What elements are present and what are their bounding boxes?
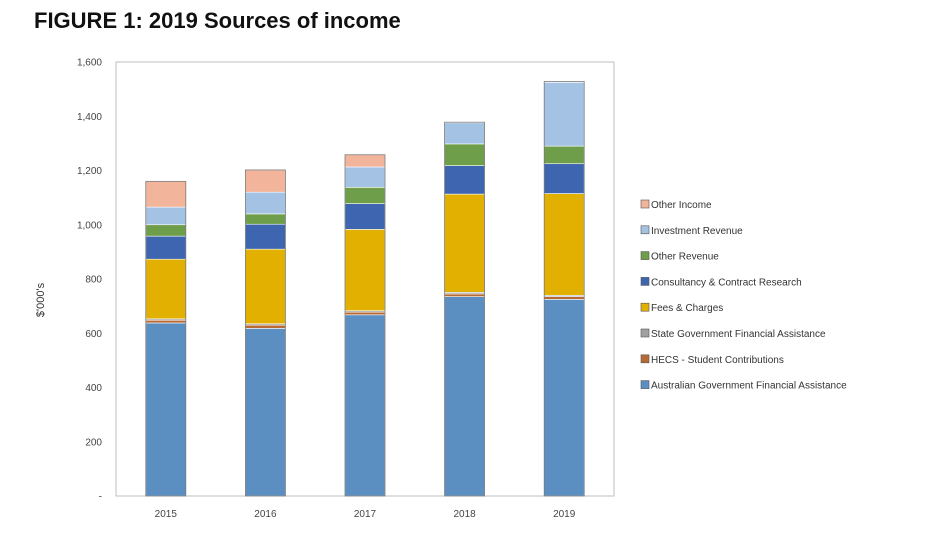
legend-swatch: [640, 251, 650, 260]
legend-label: Consultancy & Contract Research: [651, 277, 802, 288]
bar-segment: [344, 154, 386, 168]
bar-segment: [543, 299, 585, 497]
bar-segment: [444, 293, 485, 297]
legend-swatch: [640, 328, 650, 338]
legend-label: State Government Financial Assistance: [651, 329, 826, 340]
bar-segment: [245, 169, 286, 193]
bar-segment: [145, 322, 187, 497]
bar-segment: [543, 163, 585, 194]
bar-segment: [245, 324, 286, 329]
legend-label: Investment Revenue: [651, 226, 743, 237]
y-axis: - 200 400 600 800 1,000 1,200 1,400 1,600: [77, 58, 102, 503]
bar-segment: [145, 235, 187, 260]
bar-segment: [344, 314, 386, 497]
y-tick-label: 1,400: [77, 112, 102, 123]
legend-swatch: [640, 302, 650, 312]
bar-segment: [145, 258, 187, 320]
bar-segment: [145, 319, 187, 324]
bar-segment: [145, 181, 187, 208]
y-tick-label: 800: [85, 275, 102, 286]
legend-label: Other Revenue: [651, 252, 719, 263]
legend-label: HECS - Student Contributions: [651, 355, 784, 366]
bar-segment: [444, 143, 485, 166]
bar-segment: [543, 145, 585, 165]
bars-group: [145, 81, 585, 497]
bar-segment: [344, 203, 386, 230]
bar-segment: [344, 311, 386, 316]
bar-outline: [145, 180, 187, 497]
bar-segment: [344, 166, 386, 188]
bar-segment: [344, 187, 386, 204]
legend-swatch: [640, 199, 650, 209]
x-tick-label: 2016: [254, 509, 277, 520]
y-tick-label: 600: [85, 329, 102, 340]
bar-segment: [245, 248, 286, 325]
bar-outline: [543, 81, 585, 497]
bar-segment: [444, 122, 485, 145]
legend-label: Fees & Charges: [651, 303, 723, 314]
legend: Other Income Investment Revenue Other Reve…: [640, 199, 847, 392]
bar-outline: [444, 121, 486, 497]
legend-swatch: [640, 354, 650, 364]
x-tick-label: 2019: [553, 509, 576, 520]
bar-segment: [245, 223, 286, 250]
bar-segment: [145, 224, 187, 237]
x-tick-label: 2017: [354, 509, 377, 520]
bar-segment: [245, 328, 286, 497]
y-tick-label: 1,000: [77, 220, 102, 231]
bar-segment: [444, 193, 485, 293]
figure-title: FIGURE 1: 2019 Sources of income: [34, 8, 401, 33]
bar-segment: [444, 296, 485, 497]
bar-segment: [543, 193, 585, 296]
bar-segment: [344, 229, 386, 312]
bar-outline: [244, 169, 286, 497]
bar-segment: [543, 82, 585, 147]
legend-swatch: [640, 277, 650, 286]
bar-outline: [344, 154, 386, 497]
legend-label: Other Income: [651, 200, 712, 211]
bar-segment: [543, 296, 585, 300]
x-axis: 2015 2016 2017 2018 2019: [155, 509, 576, 520]
x-tick-label: 2015: [155, 509, 178, 520]
legend-swatch: [640, 380, 650, 389]
y-axis-label: $'000's: [35, 282, 47, 317]
bar-segment: [245, 213, 286, 225]
legend-label: Australian Government Financial Assistan…: [651, 381, 847, 392]
bar-segment: [145, 206, 187, 226]
bar-segment: [245, 191, 286, 215]
y-tick-label: 1,600: [77, 58, 102, 69]
legend-swatch: [640, 225, 650, 235]
y-tick-label: -: [99, 492, 102, 503]
bar-segment: [444, 165, 485, 195]
y-tick-label: 200: [85, 437, 102, 448]
y-tick-label: 1,200: [77, 166, 102, 177]
y-tick-label: 400: [85, 383, 102, 394]
x-tick-label: 2018: [453, 509, 476, 520]
